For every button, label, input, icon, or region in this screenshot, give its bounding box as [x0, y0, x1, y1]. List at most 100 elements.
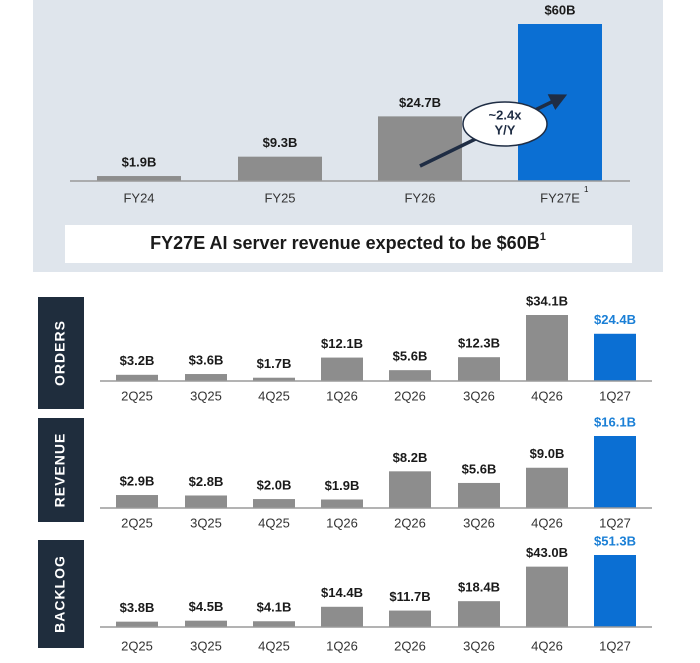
- value-label: $2.0B: [257, 477, 292, 492]
- value-label: $24.7B: [399, 95, 441, 110]
- bar: [321, 499, 363, 508]
- bar: [116, 374, 158, 381]
- annotation-bubble: [462, 101, 548, 147]
- value-label: $1.7B: [257, 356, 292, 371]
- x-tick-label: 1Q26: [326, 388, 358, 403]
- x-tick-label: 4Q26: [531, 638, 563, 653]
- side-box: [38, 418, 84, 522]
- x-tick-label: 1Q26: [326, 515, 358, 530]
- x-tick-label: 4Q25: [258, 515, 290, 530]
- bar: [185, 620, 227, 627]
- x-tick-label: 2Q25: [121, 388, 153, 403]
- value-label: $60B: [544, 2, 575, 17]
- x-tick-label: FY24: [123, 190, 154, 205]
- value-label: $3.2B: [120, 353, 155, 368]
- bar: [321, 606, 363, 627]
- value-label: $43.0B: [526, 545, 568, 560]
- value-label: $3.6B: [189, 352, 224, 367]
- bar: [518, 24, 602, 181]
- category-footnote: 1: [584, 185, 589, 194]
- caption-text: FY27E AI server revenue expected to be: [150, 233, 497, 253]
- bar: [526, 566, 568, 627]
- bar: [458, 601, 500, 627]
- bar: [389, 610, 431, 627]
- x-tick-label: 2Q25: [121, 515, 153, 530]
- bar: [116, 495, 158, 508]
- x-tick-label: 3Q25: [190, 638, 222, 653]
- bar: [389, 471, 431, 508]
- value-label: $16.1B: [594, 414, 636, 429]
- x-tick-label: 3Q26: [463, 638, 495, 653]
- bar: [253, 499, 295, 508]
- x-tick-label: FY25: [264, 190, 295, 205]
- x-tick-label: 4Q25: [258, 638, 290, 653]
- side-box: [38, 297, 84, 409]
- side-label: REVENUE: [52, 433, 68, 508]
- value-label: $12.1B: [321, 336, 363, 351]
- value-label: $1.9B: [325, 478, 360, 493]
- caption-footnote: 1: [540, 231, 546, 243]
- bar: [594, 436, 636, 508]
- bar: [238, 156, 322, 181]
- annotation-text: ~2.4x: [489, 107, 523, 122]
- bar: [526, 467, 568, 508]
- value-label: $1.9B: [122, 154, 157, 169]
- side-label: BACKLOG: [52, 555, 68, 633]
- x-tick-label: 3Q25: [190, 388, 222, 403]
- value-label: $51.3B: [594, 533, 636, 548]
- value-label: $34.1B: [526, 293, 568, 308]
- value-label: $12.3B: [458, 336, 500, 351]
- bar: [594, 333, 636, 381]
- bar: [389, 370, 431, 381]
- value-label: $9.0B: [530, 446, 565, 461]
- x-tick-label: 1Q27: [599, 515, 631, 530]
- value-label: $9.3B: [263, 135, 298, 150]
- annotation-text: Y/Y: [495, 122, 516, 137]
- bar: [185, 495, 227, 508]
- value-label: $4.1B: [257, 600, 292, 615]
- bar: [458, 357, 500, 381]
- bar: [253, 377, 295, 381]
- value-label: $5.6B: [393, 349, 428, 364]
- bar: [116, 621, 158, 627]
- x-tick-label: 4Q26: [531, 515, 563, 530]
- bar: [378, 116, 462, 181]
- side-label: ORDERS: [52, 320, 68, 386]
- value-label: $5.6B: [462, 461, 497, 476]
- caption-box: [65, 225, 632, 263]
- x-tick-label: 3Q25: [190, 515, 222, 530]
- caption: FY27E AI server revenue expected to be $…: [150, 231, 546, 253]
- x-tick-label: FY27E: [540, 190, 580, 205]
- x-tick-label: 2Q26: [394, 638, 426, 653]
- x-tick-label: 2Q26: [394, 515, 426, 530]
- bar: [253, 621, 295, 627]
- bar: [321, 357, 363, 381]
- x-tick-label: 3Q26: [463, 515, 495, 530]
- bar: [594, 555, 636, 627]
- side-box: [38, 540, 84, 648]
- value-label: $2.8B: [189, 474, 224, 489]
- x-tick-label: 2Q25: [121, 638, 153, 653]
- value-label: $24.4B: [594, 312, 636, 327]
- x-tick-label: 1Q27: [599, 388, 631, 403]
- bar: [458, 482, 500, 508]
- value-label: $4.5B: [189, 599, 224, 614]
- value-label: $8.2B: [393, 450, 428, 465]
- caption-highlight: $60B: [497, 233, 540, 253]
- value-label: $18.4B: [458, 580, 500, 595]
- value-label: $2.9B: [120, 473, 155, 488]
- bar: [526, 315, 568, 381]
- value-label: $14.4B: [321, 585, 363, 600]
- x-tick-label: FY26: [404, 190, 435, 205]
- x-tick-label: 4Q26: [531, 388, 563, 403]
- x-tick-label: 1Q27: [599, 638, 631, 653]
- x-tick-label: 2Q26: [394, 388, 426, 403]
- x-tick-label: 4Q25: [258, 388, 290, 403]
- value-label: $3.8B: [120, 600, 155, 615]
- x-tick-label: 3Q26: [463, 388, 495, 403]
- bar: [97, 176, 181, 181]
- bar: [185, 374, 227, 381]
- value-label: $11.7B: [389, 589, 430, 604]
- x-tick-label: 1Q26: [326, 638, 358, 653]
